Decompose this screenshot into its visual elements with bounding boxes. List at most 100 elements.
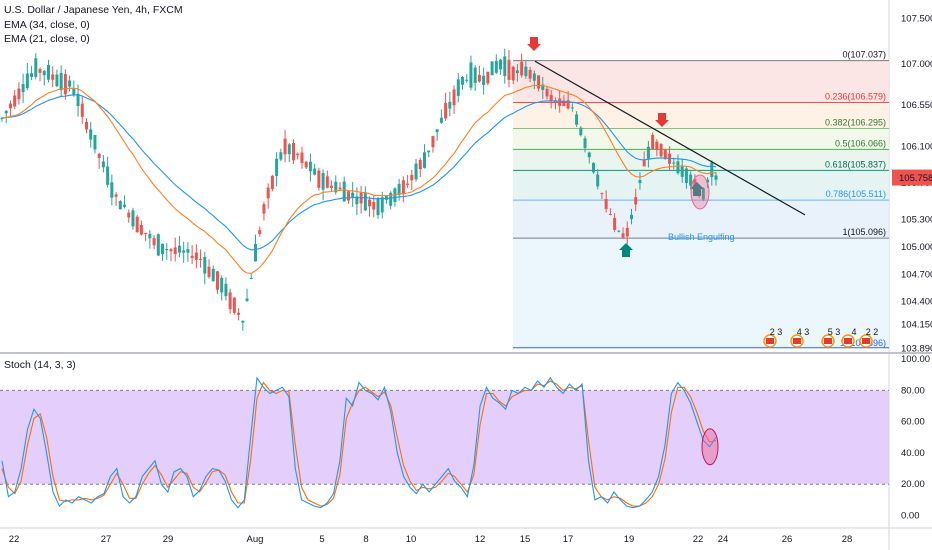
candle-body [646, 146, 650, 159]
candle-body [482, 75, 486, 86]
candle-body [575, 114, 579, 125]
candle-body [444, 102, 448, 119]
candle-body [304, 161, 308, 168]
candle-body [422, 152, 426, 168]
candle-body [292, 143, 296, 161]
candle-body [380, 197, 384, 213]
candle-body [89, 129, 93, 140]
time-tick-label: 22 [693, 534, 704, 545]
candle-body [55, 74, 59, 87]
candle-body [156, 234, 160, 256]
candle-body [13, 95, 17, 107]
event-badge-count: 5 3 [828, 327, 841, 337]
candle-body [139, 224, 143, 235]
time-tick-label: 28 [842, 534, 853, 545]
stoch-tick-label: 20.00 [901, 479, 925, 490]
candle-body [84, 121, 88, 130]
price-tick-label: 106.100 [901, 141, 932, 152]
candle-body [148, 233, 152, 239]
price-tick-label: 103.890 [901, 343, 932, 354]
fib-label: 0.5(106.066) [835, 138, 886, 148]
candle-body [38, 69, 42, 73]
candle-body [190, 255, 194, 259]
up-arrow-icon [690, 182, 704, 196]
time-tick-label: 24 [718, 534, 729, 545]
candle-body [655, 141, 659, 151]
time-tick-label: 12 [475, 534, 486, 545]
flag-icon [824, 338, 832, 344]
candle-body [638, 180, 642, 184]
price-tick-label: 106.550 [901, 100, 932, 111]
candle-body [30, 73, 34, 78]
candle-body [97, 153, 101, 158]
candle-body [46, 64, 50, 80]
candle-body [456, 79, 460, 96]
fib-label: 0(107.037) [842, 50, 886, 60]
time-tick-label: 19 [624, 534, 635, 545]
candle-body [570, 107, 574, 109]
price-tick-label: 107.500 [901, 13, 932, 24]
candle-body [0, 117, 4, 120]
candle-body [63, 74, 67, 95]
candle-body [634, 197, 638, 205]
candle-body [173, 247, 177, 255]
candle-body [325, 176, 329, 188]
candle-body [710, 162, 714, 177]
candle-body [452, 89, 456, 106]
candle-body [262, 204, 266, 214]
candle-body [672, 162, 676, 164]
candle-body [177, 245, 181, 253]
time-tick-label: 10 [406, 534, 417, 545]
candle-body [165, 249, 169, 251]
fib-label: 0.618(105.837) [825, 159, 886, 169]
candle-body [203, 256, 207, 274]
candle-body [562, 100, 566, 106]
price-tick-label: 105.300 [901, 214, 932, 225]
stoch-tick-label: 0.00 [901, 510, 920, 521]
stoch-tick-label: 40.00 [901, 448, 925, 459]
candle-body [17, 88, 21, 100]
ema21-line [1, 84, 717, 274]
candle-body [144, 232, 148, 234]
candle-body [680, 166, 684, 177]
candle-body [461, 77, 465, 85]
candle-body [161, 243, 165, 255]
symbol-title: U.S. Dollar / Japanese Yen, 4h, FXCM [4, 4, 183, 16]
candle-body [600, 193, 604, 195]
candle-body [59, 72, 63, 91]
candle-body [376, 198, 380, 216]
candle-body [330, 185, 334, 188]
fib-label: 1(105.096) [842, 227, 886, 237]
candle-body [127, 212, 131, 218]
candle-body [245, 298, 249, 301]
candle-body [549, 94, 553, 101]
down-arrow-icon [527, 37, 541, 51]
stoch-tick-label: 60.00 [901, 417, 925, 428]
candle-body [51, 74, 55, 80]
price-tick-label: 104.400 [901, 297, 932, 308]
candle-body [528, 69, 532, 79]
time-tick-label: 22 [9, 534, 20, 545]
candle-body [270, 175, 274, 190]
fib-zone [513, 60, 889, 103]
candle-body [152, 238, 156, 246]
candle-body [42, 70, 46, 76]
candle-body [714, 175, 718, 180]
price-tick-label: 104.150 [901, 320, 932, 331]
time-tick-label: 8 [363, 534, 368, 545]
candle-body [8, 103, 12, 109]
candle-body [317, 170, 321, 188]
candle-body [503, 56, 507, 77]
candle-body [186, 249, 190, 253]
candle-body [448, 101, 452, 109]
candle-body [617, 230, 621, 232]
stoch-band [0, 390, 889, 485]
price-tick-label: 107.000 [901, 59, 932, 70]
candle-body [287, 144, 291, 155]
pattern-label: Bullish Engulfing [668, 232, 735, 242]
candle-body [34, 58, 38, 77]
candle-body [135, 216, 139, 233]
candle-body [486, 71, 490, 84]
